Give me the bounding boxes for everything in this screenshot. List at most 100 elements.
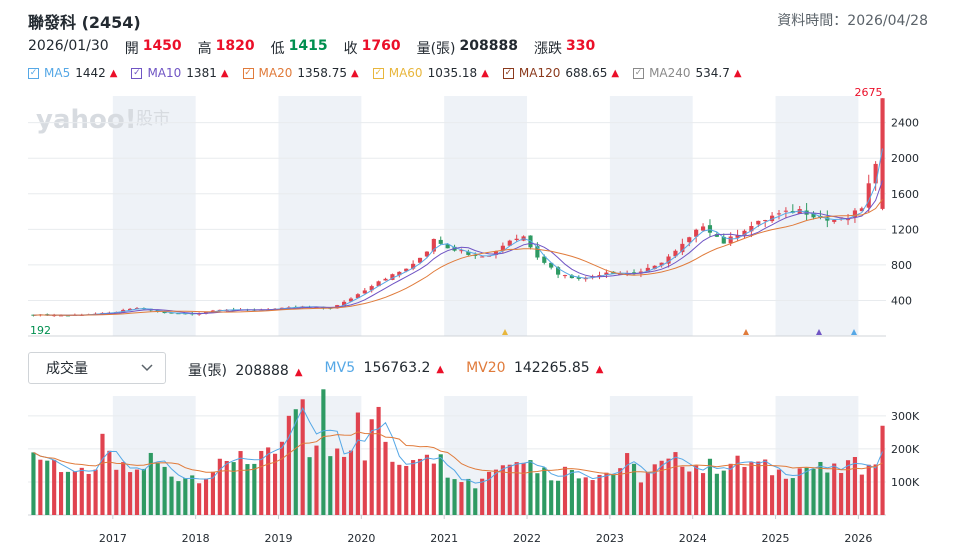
price-tick-label: 1200	[891, 223, 919, 236]
candle-body	[411, 263, 416, 269]
volume-bar	[169, 476, 174, 515]
volume-bar	[859, 474, 864, 515]
volume-indicator-select[interactable]: 成交量	[28, 352, 166, 384]
checkbox-icon[interactable]: ✓	[633, 67, 645, 79]
up-triangle-icon: ▲	[595, 364, 604, 375]
year-band	[112, 96, 196, 336]
volume-bar	[155, 463, 160, 515]
candle-body	[417, 257, 423, 263]
volume-bar	[611, 474, 616, 515]
candle-body	[58, 315, 64, 317]
ma-name: MA5	[44, 66, 71, 80]
candle-body	[542, 256, 547, 263]
ma-legend: ✓ MA5 1442 ▲ ✓ MA10 1381 ▲ ✓ MA20 1358.75 ▲ ✓ MA60 103…	[28, 66, 756, 80]
candle-body	[562, 275, 568, 277]
ma-legend-item-ma120[interactable]: ✓ MA120 688.65 ▲	[502, 66, 620, 80]
checkbox-icon[interactable]: ✓	[28, 67, 39, 79]
candle-body	[31, 314, 36, 316]
volume-bar	[438, 454, 443, 515]
volume-bar	[728, 463, 733, 515]
candle-body	[549, 262, 554, 268]
volume-bar	[549, 480, 554, 515]
volume-bar	[162, 466, 167, 515]
volume-bar	[300, 399, 305, 515]
candle-body	[721, 236, 726, 244]
candle-body	[700, 226, 706, 231]
volume-bar	[466, 478, 471, 515]
price-tick-label: 2000	[891, 152, 919, 165]
candle-body	[832, 220, 837, 222]
checkbox-icon[interactable]: ✓	[372, 67, 384, 79]
x-tick-label: 2024	[679, 532, 707, 545]
volume-bar	[224, 460, 229, 515]
volume-bar	[645, 472, 650, 515]
volume-legend-item: MV20 142265.85 ▲	[466, 360, 603, 380]
volume-bar	[348, 450, 354, 515]
volume-bar	[652, 464, 657, 515]
volume-bar	[190, 475, 195, 515]
volume-bar	[362, 460, 367, 515]
ma-legend-item-ma240[interactable]: ✓ MA240 534.7 ▲	[633, 66, 742, 80]
ma-legend-item-ma10[interactable]: ✓ MA10 1381 ▲	[131, 66, 229, 80]
price-tick-label: 2400	[891, 117, 919, 130]
candle-body	[480, 256, 485, 258]
volume-bar	[245, 464, 250, 515]
candle-body	[845, 219, 851, 221]
volume-bar	[542, 467, 547, 515]
ma-legend-item-ma20[interactable]: ✓ MA20 1358.75 ▲	[242, 66, 359, 80]
checkbox-icon[interactable]: ✓	[242, 67, 254, 79]
x-tick-label: 2019	[265, 532, 293, 545]
volume-bar	[631, 463, 637, 515]
ma-name: MA10	[147, 66, 182, 80]
volume-bar	[556, 480, 561, 515]
volume-bar	[880, 425, 885, 515]
x-tick-label: 2020	[347, 532, 375, 545]
candle-body	[369, 286, 374, 291]
checkbox-icon[interactable]: ✓	[131, 67, 143, 79]
volume-bar	[203, 478, 209, 515]
volume-bar	[818, 461, 823, 515]
up-triangle-icon: ▲	[351, 67, 359, 79]
x-tick-label: 2021	[430, 532, 458, 545]
year-band	[278, 96, 362, 336]
candle-body	[473, 254, 478, 256]
volume-bar	[148, 452, 153, 515]
volume-bar	[404, 465, 409, 515]
x-tick-label: 2018	[182, 532, 210, 545]
volume-legend: 量(張) 208888 ▲ MV5 156763.2 ▲ MV20 142265.85 ▲	[188, 360, 625, 380]
volume-bar	[452, 479, 457, 515]
low-label: 低	[270, 41, 285, 57]
candle-body	[355, 294, 360, 299]
volume-bar	[266, 447, 271, 515]
candle-body	[604, 272, 609, 275]
ma-legend-item-ma5[interactable]: ✓ MA5 1442 ▲	[28, 66, 117, 80]
x-tick-label: 2017	[99, 532, 127, 545]
close-value: 1760	[361, 38, 401, 54]
up-triangle-icon: ▲	[611, 67, 620, 79]
watermark-suffix: 股市	[136, 109, 170, 129]
volume-bar	[293, 409, 298, 515]
volume-bar	[107, 450, 112, 515]
ma-name: MA60	[388, 66, 423, 80]
up-triangle-icon: ▲	[481, 67, 489, 79]
volume-bar	[776, 469, 782, 515]
ma-value: 688.65	[565, 66, 608, 80]
candle-body	[493, 251, 499, 255]
volume-legend-name: MV20	[466, 360, 510, 376]
up-triangle-icon: ▲	[294, 367, 303, 378]
volume-bar	[756, 461, 761, 515]
candle-body	[735, 235, 740, 238]
ma-legend-item-ma60[interactable]: ✓ MA60 1035.18 ▲	[372, 66, 489, 80]
checkbox-icon[interactable]: ✓	[502, 67, 514, 79]
high-label: 高	[197, 41, 212, 57]
volume-bar	[31, 452, 36, 515]
volume-bar	[390, 461, 395, 515]
year-band	[444, 96, 528, 336]
volume-bar	[335, 448, 340, 515]
candle-body	[576, 276, 581, 279]
volume-bar	[286, 415, 291, 515]
volume-tick-label: 300K	[891, 410, 920, 423]
volume-bar	[134, 469, 140, 515]
volume-bar	[742, 466, 747, 515]
